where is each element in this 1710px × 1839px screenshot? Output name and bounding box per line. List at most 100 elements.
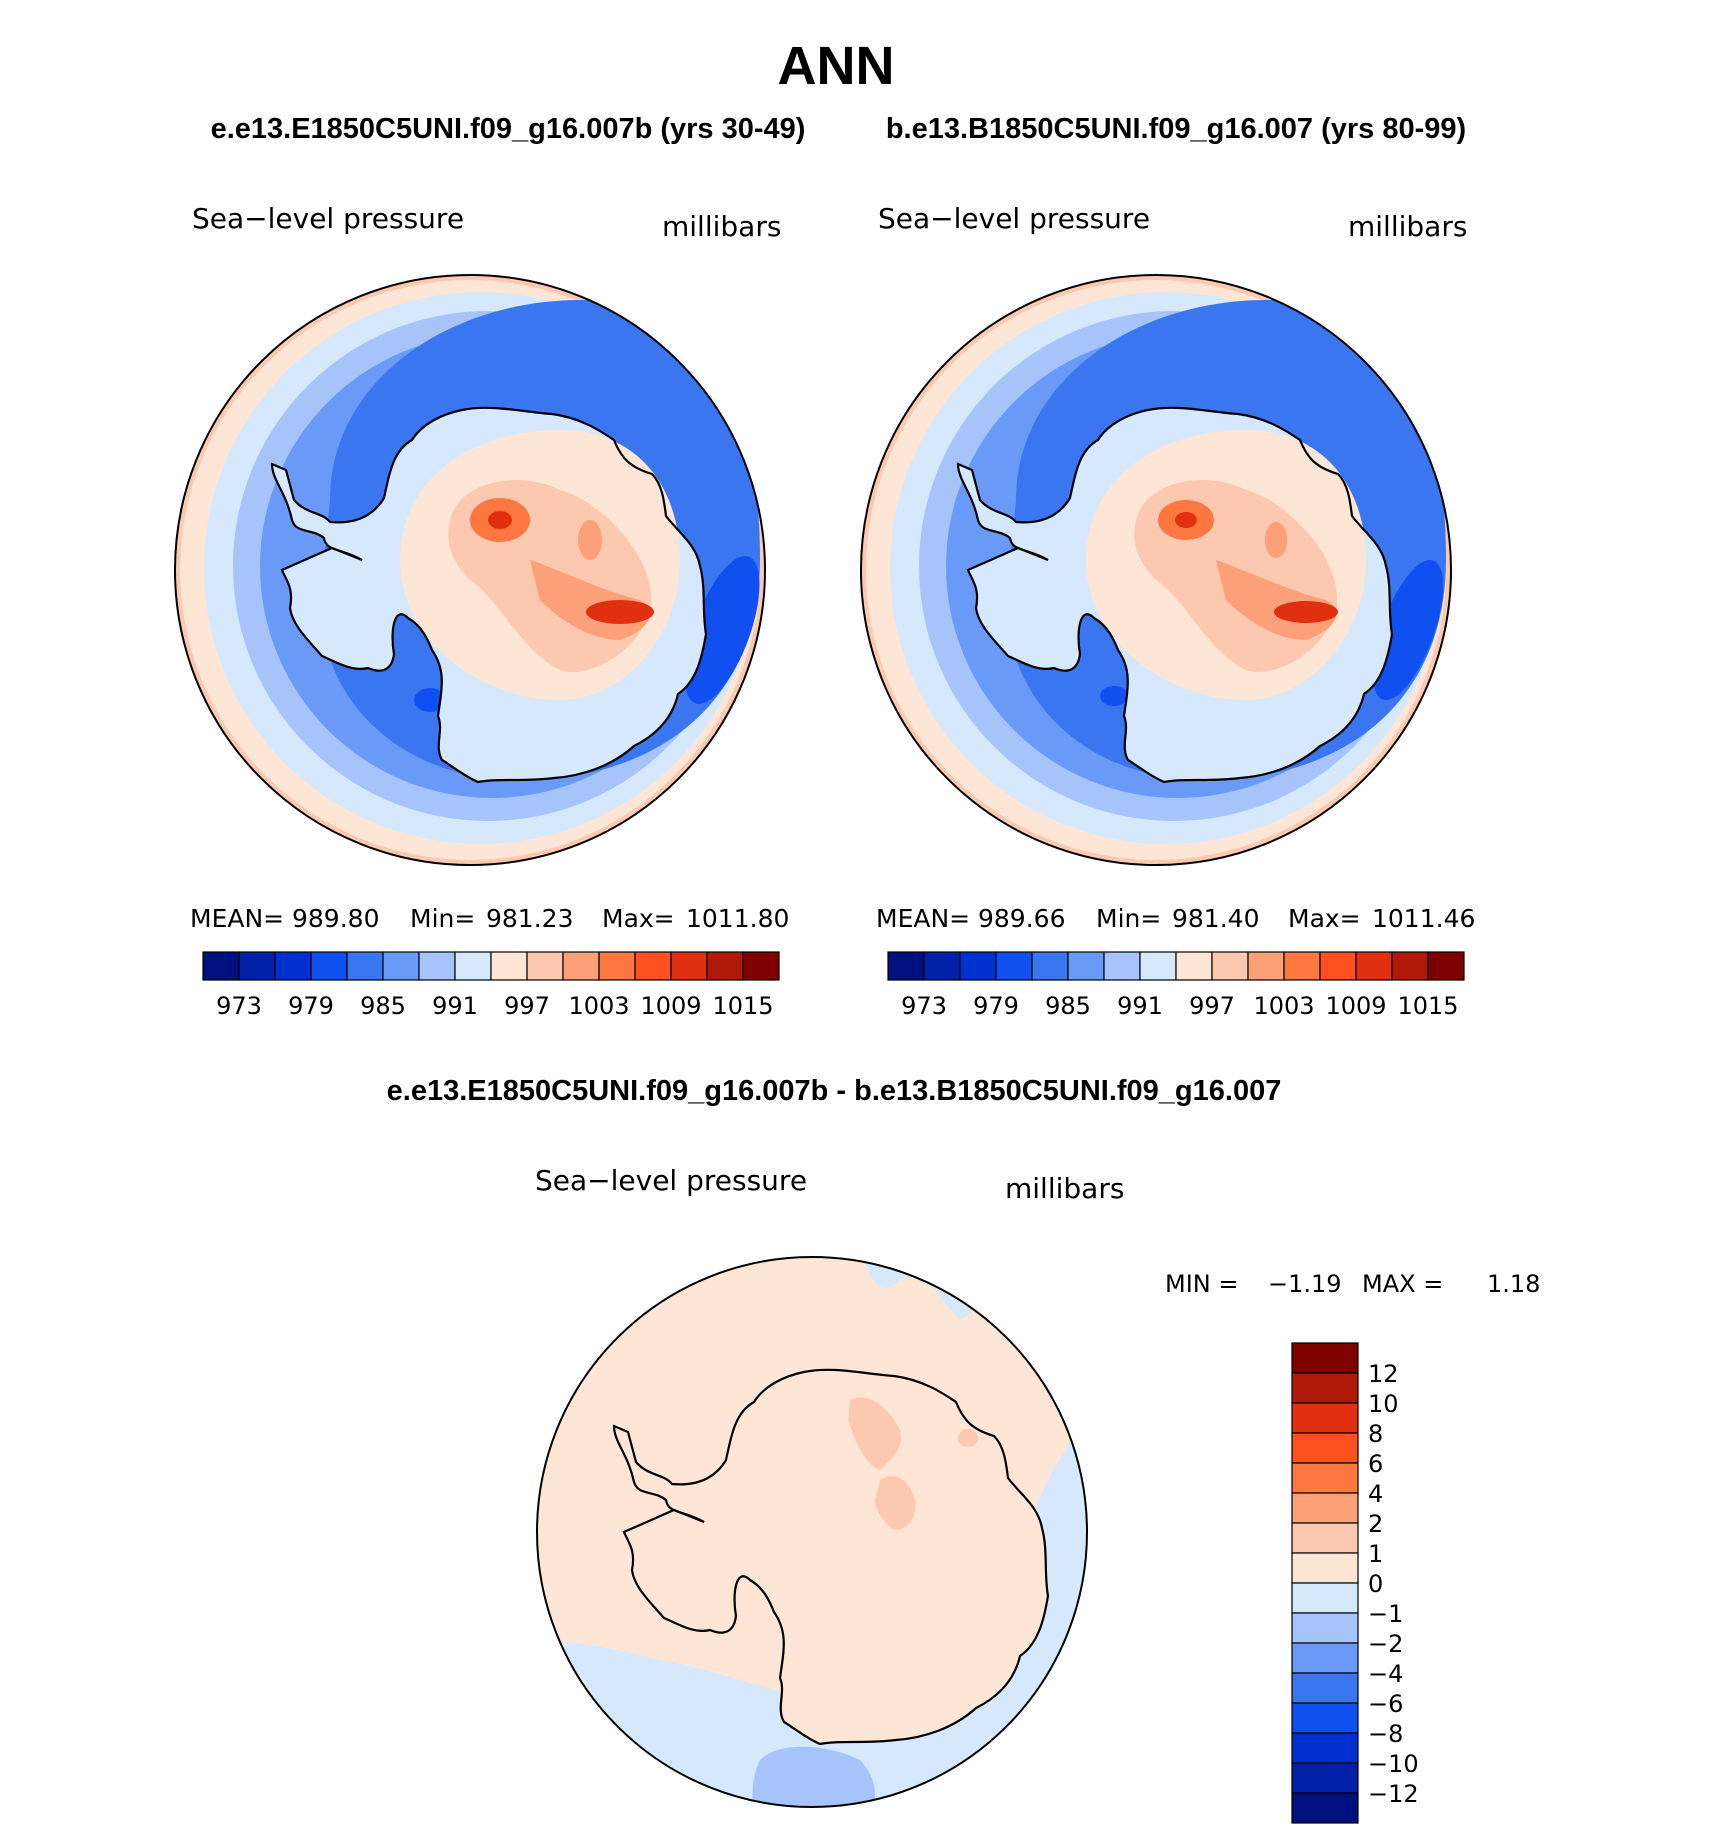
- panel-a-colorbar-tick-label: 991: [432, 992, 478, 1020]
- panel-b-colorbar-tick-label: 1015: [1397, 992, 1458, 1020]
- diff-colorbar-swatch: [1291, 1552, 1359, 1584]
- panel-a-mean-label: MEAN=: [190, 904, 284, 933]
- panel-a-colorbar: 973 979 985 991 997 1003 1009 1015: [202, 951, 780, 1020]
- panel-b-colorbar-tick-label: 1003: [1253, 992, 1314, 1020]
- panel-b-polar-map: [860, 274, 1452, 866]
- panel-b-trough-deep-2: [1100, 686, 1128, 706]
- diff-colorbar-tick-label: 6: [1368, 1450, 1383, 1478]
- diff-colorbar-swatch: [1291, 1642, 1359, 1674]
- diff-colorbar-tick-label: −1: [1368, 1600, 1403, 1628]
- panel-a-colorbar-tick-label: 979: [288, 992, 334, 1020]
- panel-a-colorbar-swatch: [310, 951, 348, 981]
- panel-a-map-border: [174, 274, 766, 866]
- panel-a-max-label: Max=: [602, 904, 675, 933]
- panel-a-colorbar-swatch: [670, 951, 708, 981]
- diff-colorbar-tick-label: −8: [1368, 1720, 1403, 1748]
- panel-b-colorbar-swatch: [1031, 951, 1069, 981]
- diff-colorbar-tick-label: 12: [1368, 1360, 1399, 1388]
- panel-b-colorbar-swatch: [923, 951, 961, 981]
- panel-a-colorbar-swatch: [454, 951, 492, 981]
- diff-units: millibars: [1005, 1172, 1124, 1205]
- panel-a-trough-deep: [684, 556, 760, 704]
- panel-a-colorbar-swatch: [706, 951, 744, 981]
- panel-b-units: millibars: [1348, 210, 1467, 243]
- panel-a-colorbar-swatch: [382, 951, 420, 981]
- panel-b-colorbar-tick-label: 991: [1117, 992, 1163, 1020]
- panel-a-colorbar-tick-label: 1009: [640, 992, 701, 1020]
- panel-a-trough-deep-2: [414, 688, 446, 712]
- panel-a-colorbar-tick-label: 973: [216, 992, 262, 1020]
- difference-title: e.e13.E1850C5UNI.f09_g16.007b - b.e13.B1…: [387, 1075, 1282, 1107]
- panel-b-min-value: 981.40: [1172, 904, 1259, 933]
- diff-colorbar-swatch: [1291, 1402, 1359, 1434]
- diff-colorbar-swatch: [1291, 1762, 1359, 1794]
- panel-b-colorbar-swatch: [959, 951, 997, 981]
- panel-b-land-peak-2: [1265, 522, 1287, 558]
- diff-colorbar-swatch: [1291, 1612, 1359, 1644]
- panel-b-colorbar-tick-label: 997: [1189, 992, 1235, 1020]
- diff-map-border: [536, 1256, 1088, 1808]
- panel-b-colorbar-swatch: [1391, 951, 1429, 981]
- panel-b-mean-label: MEAN=: [876, 904, 970, 933]
- diff-colorbar-tick-label: −6: [1368, 1690, 1403, 1718]
- panel-a-min-label: Min=: [410, 904, 475, 933]
- diff-max-value: 1.18: [1487, 1270, 1540, 1298]
- panel-b-colorbar-swatch: [1355, 951, 1393, 981]
- diff-colorbar-tick-label: −4: [1368, 1660, 1403, 1688]
- panel-a-colorbar-swatch: [598, 951, 636, 981]
- diff-colorbar-swatch: [1291, 1732, 1359, 1764]
- diff-colorbar-tick-label: −10: [1368, 1750, 1419, 1778]
- panel-a-mean-value: 989.80: [292, 904, 379, 933]
- panel-b-colorbar-tick-label: 973: [901, 992, 947, 1020]
- diff-colorbar-tick-label: −2: [1368, 1630, 1403, 1658]
- panel-a-colorbar-swatch: [562, 951, 600, 981]
- panel-b-land-max: [1274, 601, 1338, 623]
- panel-a-colorbar-tick-label: 1015: [712, 992, 773, 1020]
- diff-colorbar-swatch: [1291, 1522, 1359, 1554]
- panel-a-colorbar-tick-label: 997: [504, 992, 550, 1020]
- diff-min-value: −1.19: [1268, 1270, 1342, 1298]
- panel-a-units: millibars: [662, 210, 781, 243]
- panel-b-colorbar-swatch: [1067, 951, 1105, 981]
- diff-colorbar-swatch: [1291, 1492, 1359, 1524]
- diff-colorbar-tick-label: 10: [1368, 1390, 1399, 1418]
- panel-b-colorbar-tick-label: 1009: [1325, 992, 1386, 1020]
- panel-a-polar-map: [174, 274, 766, 866]
- subtitle-case-right: b.e13.B1850C5UNI.f09_g16.007 (yrs 80-99): [886, 113, 1466, 145]
- panel-b-max-label: Max=: [1288, 904, 1361, 933]
- diff-positive-area-4: [958, 1429, 978, 1447]
- panel-b-colorbar-swatch: [1283, 951, 1321, 981]
- panel-a-colorbar-swatch: [274, 951, 312, 981]
- panel-a-colorbar-swatch: [526, 951, 564, 981]
- panel-a-colorbar-tick-label: 985: [360, 992, 406, 1020]
- panel-b-min-label: Min=: [1096, 904, 1161, 933]
- diff-colorbar-tick-label: 2: [1368, 1510, 1383, 1538]
- panel-b-land-peak-core: [1175, 512, 1197, 528]
- panel-b-map-border: [860, 274, 1452, 866]
- panel-b-colorbar-swatch: [1103, 951, 1141, 981]
- diff-colorbar-swatch: [1291, 1462, 1359, 1494]
- diff-colorbar-swatch: [1291, 1582, 1359, 1614]
- panel-a-land-peak-core: [488, 511, 512, 529]
- panel-b-colorbar-swatch: [1175, 951, 1213, 981]
- panel-b-colorbar-swatch: [1139, 951, 1177, 981]
- diff-colorbar-tick-label: 4: [1368, 1480, 1383, 1508]
- panel-b-colorbar-swatch: [1247, 951, 1285, 981]
- diff-colorbar-tick-label: 1: [1368, 1540, 1383, 1568]
- panel-a-colorbar-swatch: [202, 951, 240, 981]
- panel-b-colorbar-swatch: [1211, 951, 1249, 981]
- diff-colorbar-swatch: [1291, 1372, 1359, 1404]
- panel-a-colorbar-swatch: [742, 951, 780, 981]
- panel-b-colorbar-tick-label: 979: [973, 992, 1019, 1020]
- panel-b-colorbar-tick-label: 985: [1045, 992, 1091, 1020]
- diff-colorbar-tick-label: 0: [1368, 1570, 1383, 1598]
- panel-a-colorbar-swatch: [346, 951, 384, 981]
- diff-colorbar-swatch: [1291, 1702, 1359, 1734]
- subtitle-case-left: e.e13.E1850C5UNI.f09_g16.007b (yrs 30-49…: [211, 113, 806, 145]
- diff-max-label: MAX =: [1362, 1270, 1443, 1298]
- panel-a-colorbar-swatch: [418, 951, 456, 981]
- panel-b-colorbar-swatch: [1319, 951, 1357, 981]
- panel-b-colorbar-swatch: [1427, 951, 1465, 981]
